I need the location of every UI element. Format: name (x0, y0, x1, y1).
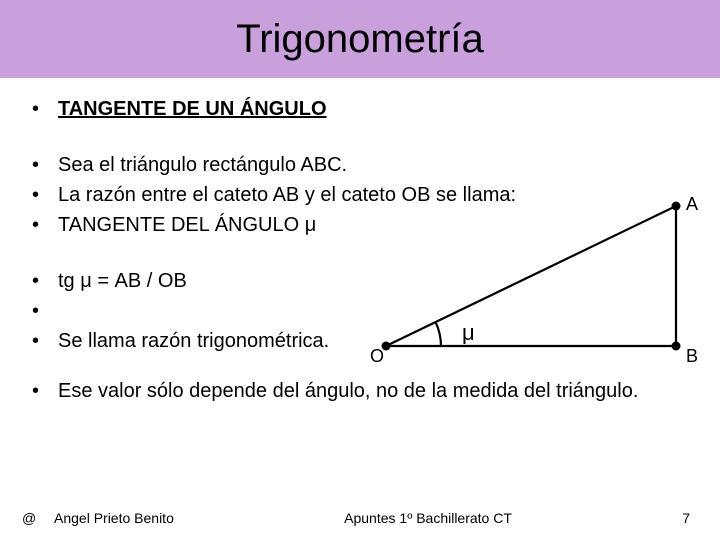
footer-page-number: 7 (682, 510, 690, 526)
line-7-text: Ese valor sólo depende del ángulo, no de… (58, 378, 638, 404)
line-1-text: Sea el triángulo rectángulo ABC. (58, 152, 347, 178)
line-3-text: TANGENTE DEL ÁNGULO μ (58, 212, 316, 238)
footer-at-icon: @ (22, 510, 54, 526)
diagram-label-O: O (370, 346, 384, 365)
diagram-label-mu: μ (462, 320, 475, 345)
bullet-icon: • (30, 298, 58, 324)
line-4-text: tg μ = AB / OB (58, 268, 187, 294)
bullet-icon: • (30, 268, 58, 294)
bullet-icon: • (30, 182, 58, 208)
bullet-icon: • (30, 378, 58, 404)
diagram-label-A: A (686, 194, 698, 214)
footer: @ Angel Prieto Benito Apuntes 1º Bachill… (0, 510, 720, 526)
page-title: Trigonometría (236, 17, 484, 62)
bullet-icon: • (30, 152, 58, 178)
line-7: • Ese valor sólo depende del ángulo, no … (30, 378, 690, 404)
subtitle-line: • TANGENTE DE UN ÁNGULO (30, 96, 690, 122)
triangle-diagram: O B Aμ (370, 180, 700, 365)
bullet-icon: • (30, 212, 58, 238)
title-band: Trigonometría (0, 0, 720, 78)
footer-author: Angel Prieto Benito (54, 510, 174, 526)
diagram-label-B: B (686, 346, 698, 365)
line-6-text: Se llama razón trigonométrica. (58, 328, 329, 354)
bullet-icon: • (30, 96, 58, 122)
line-1: • Sea el triángulo rectángulo ABC. (30, 152, 690, 178)
footer-center: Apuntes 1º Bachillerato CT (174, 510, 682, 526)
subtitle-text: TANGENTE DE UN ÁNGULO (58, 96, 327, 122)
bullet-icon: • (30, 328, 58, 354)
